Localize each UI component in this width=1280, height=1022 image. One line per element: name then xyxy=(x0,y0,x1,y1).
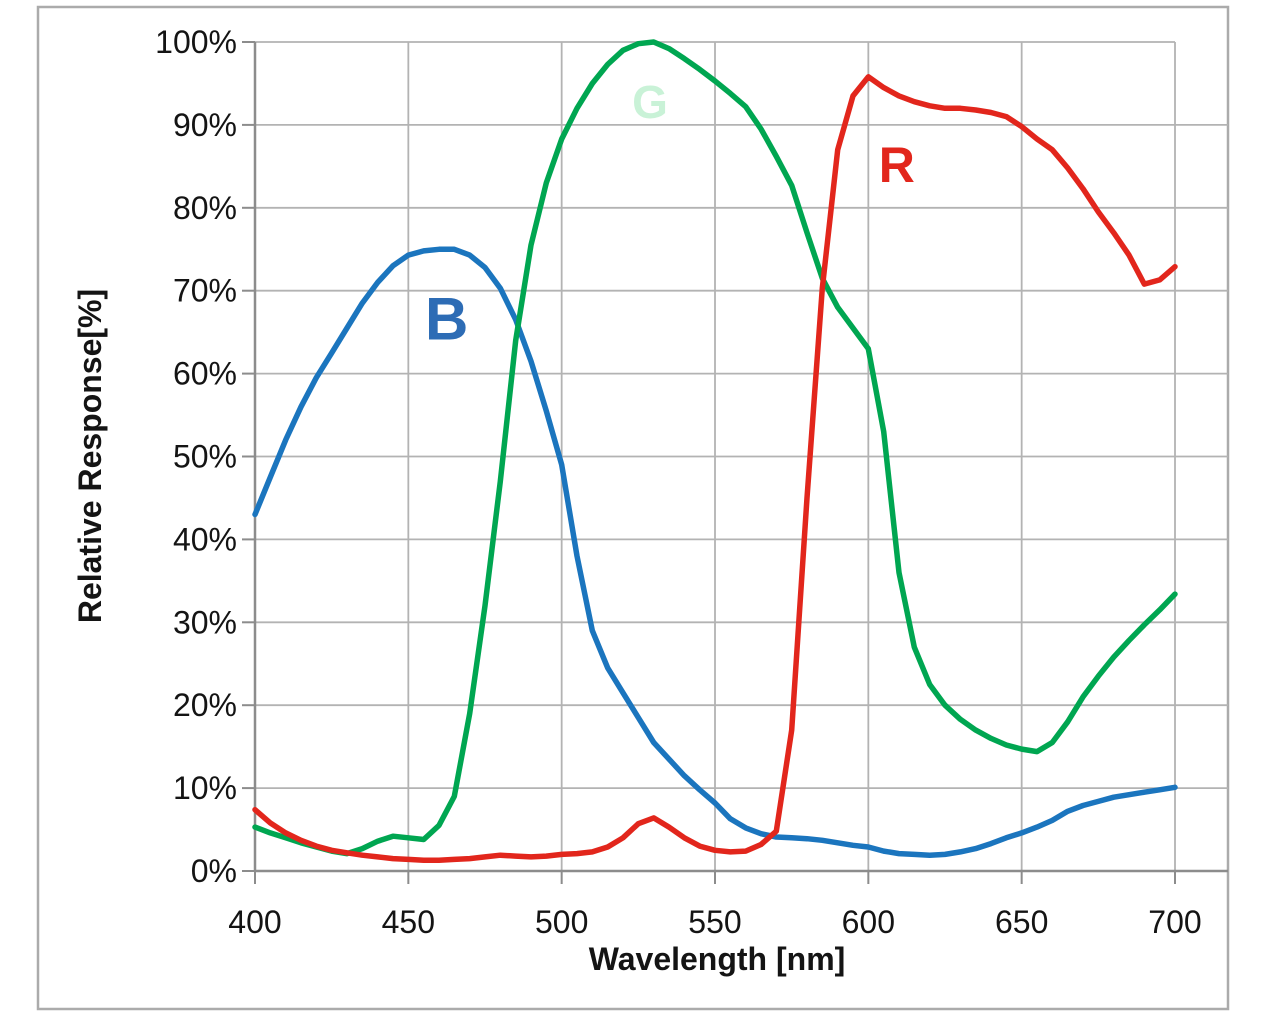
x-tick-label-550: 550 xyxy=(688,904,741,940)
y-tick-label-30: 30% xyxy=(173,604,237,640)
y-axis-title: Relative Response[%] xyxy=(72,288,108,624)
y-tick-label-50: 50% xyxy=(173,439,237,475)
outer-border xyxy=(36,5,1230,1011)
y-tick-label-80: 80% xyxy=(173,190,237,226)
x-tick-label-700: 700 xyxy=(1148,904,1201,940)
y-tick-label-0: 0% xyxy=(191,853,237,889)
x-tick-label-500: 500 xyxy=(535,904,588,940)
y-tick-label-70: 70% xyxy=(173,273,237,309)
y-tick-label-100: 100% xyxy=(155,24,237,60)
x-axis-title: Wavelength [nm] xyxy=(588,941,846,977)
series-label-red: R xyxy=(878,137,915,194)
series-label-green: G xyxy=(632,76,668,129)
curve-blue-channel xyxy=(252,246,1178,858)
x-tick-label-450: 450 xyxy=(382,904,435,940)
y-tick-label-60: 60% xyxy=(173,356,237,392)
series-label-blue: B xyxy=(424,285,469,353)
x-tick-label-400: 400 xyxy=(228,904,281,940)
curve-red-channel xyxy=(252,74,1178,863)
y-tick-label-10: 10% xyxy=(173,770,237,806)
x-tick-label-650: 650 xyxy=(995,904,1048,940)
y-tick-label-20: 20% xyxy=(173,687,237,723)
y-tick-label-90: 90% xyxy=(173,107,237,143)
curve-green-channel xyxy=(252,39,1178,857)
x-tick-label-600: 600 xyxy=(842,904,895,940)
y-tick-label-40: 40% xyxy=(173,521,237,557)
